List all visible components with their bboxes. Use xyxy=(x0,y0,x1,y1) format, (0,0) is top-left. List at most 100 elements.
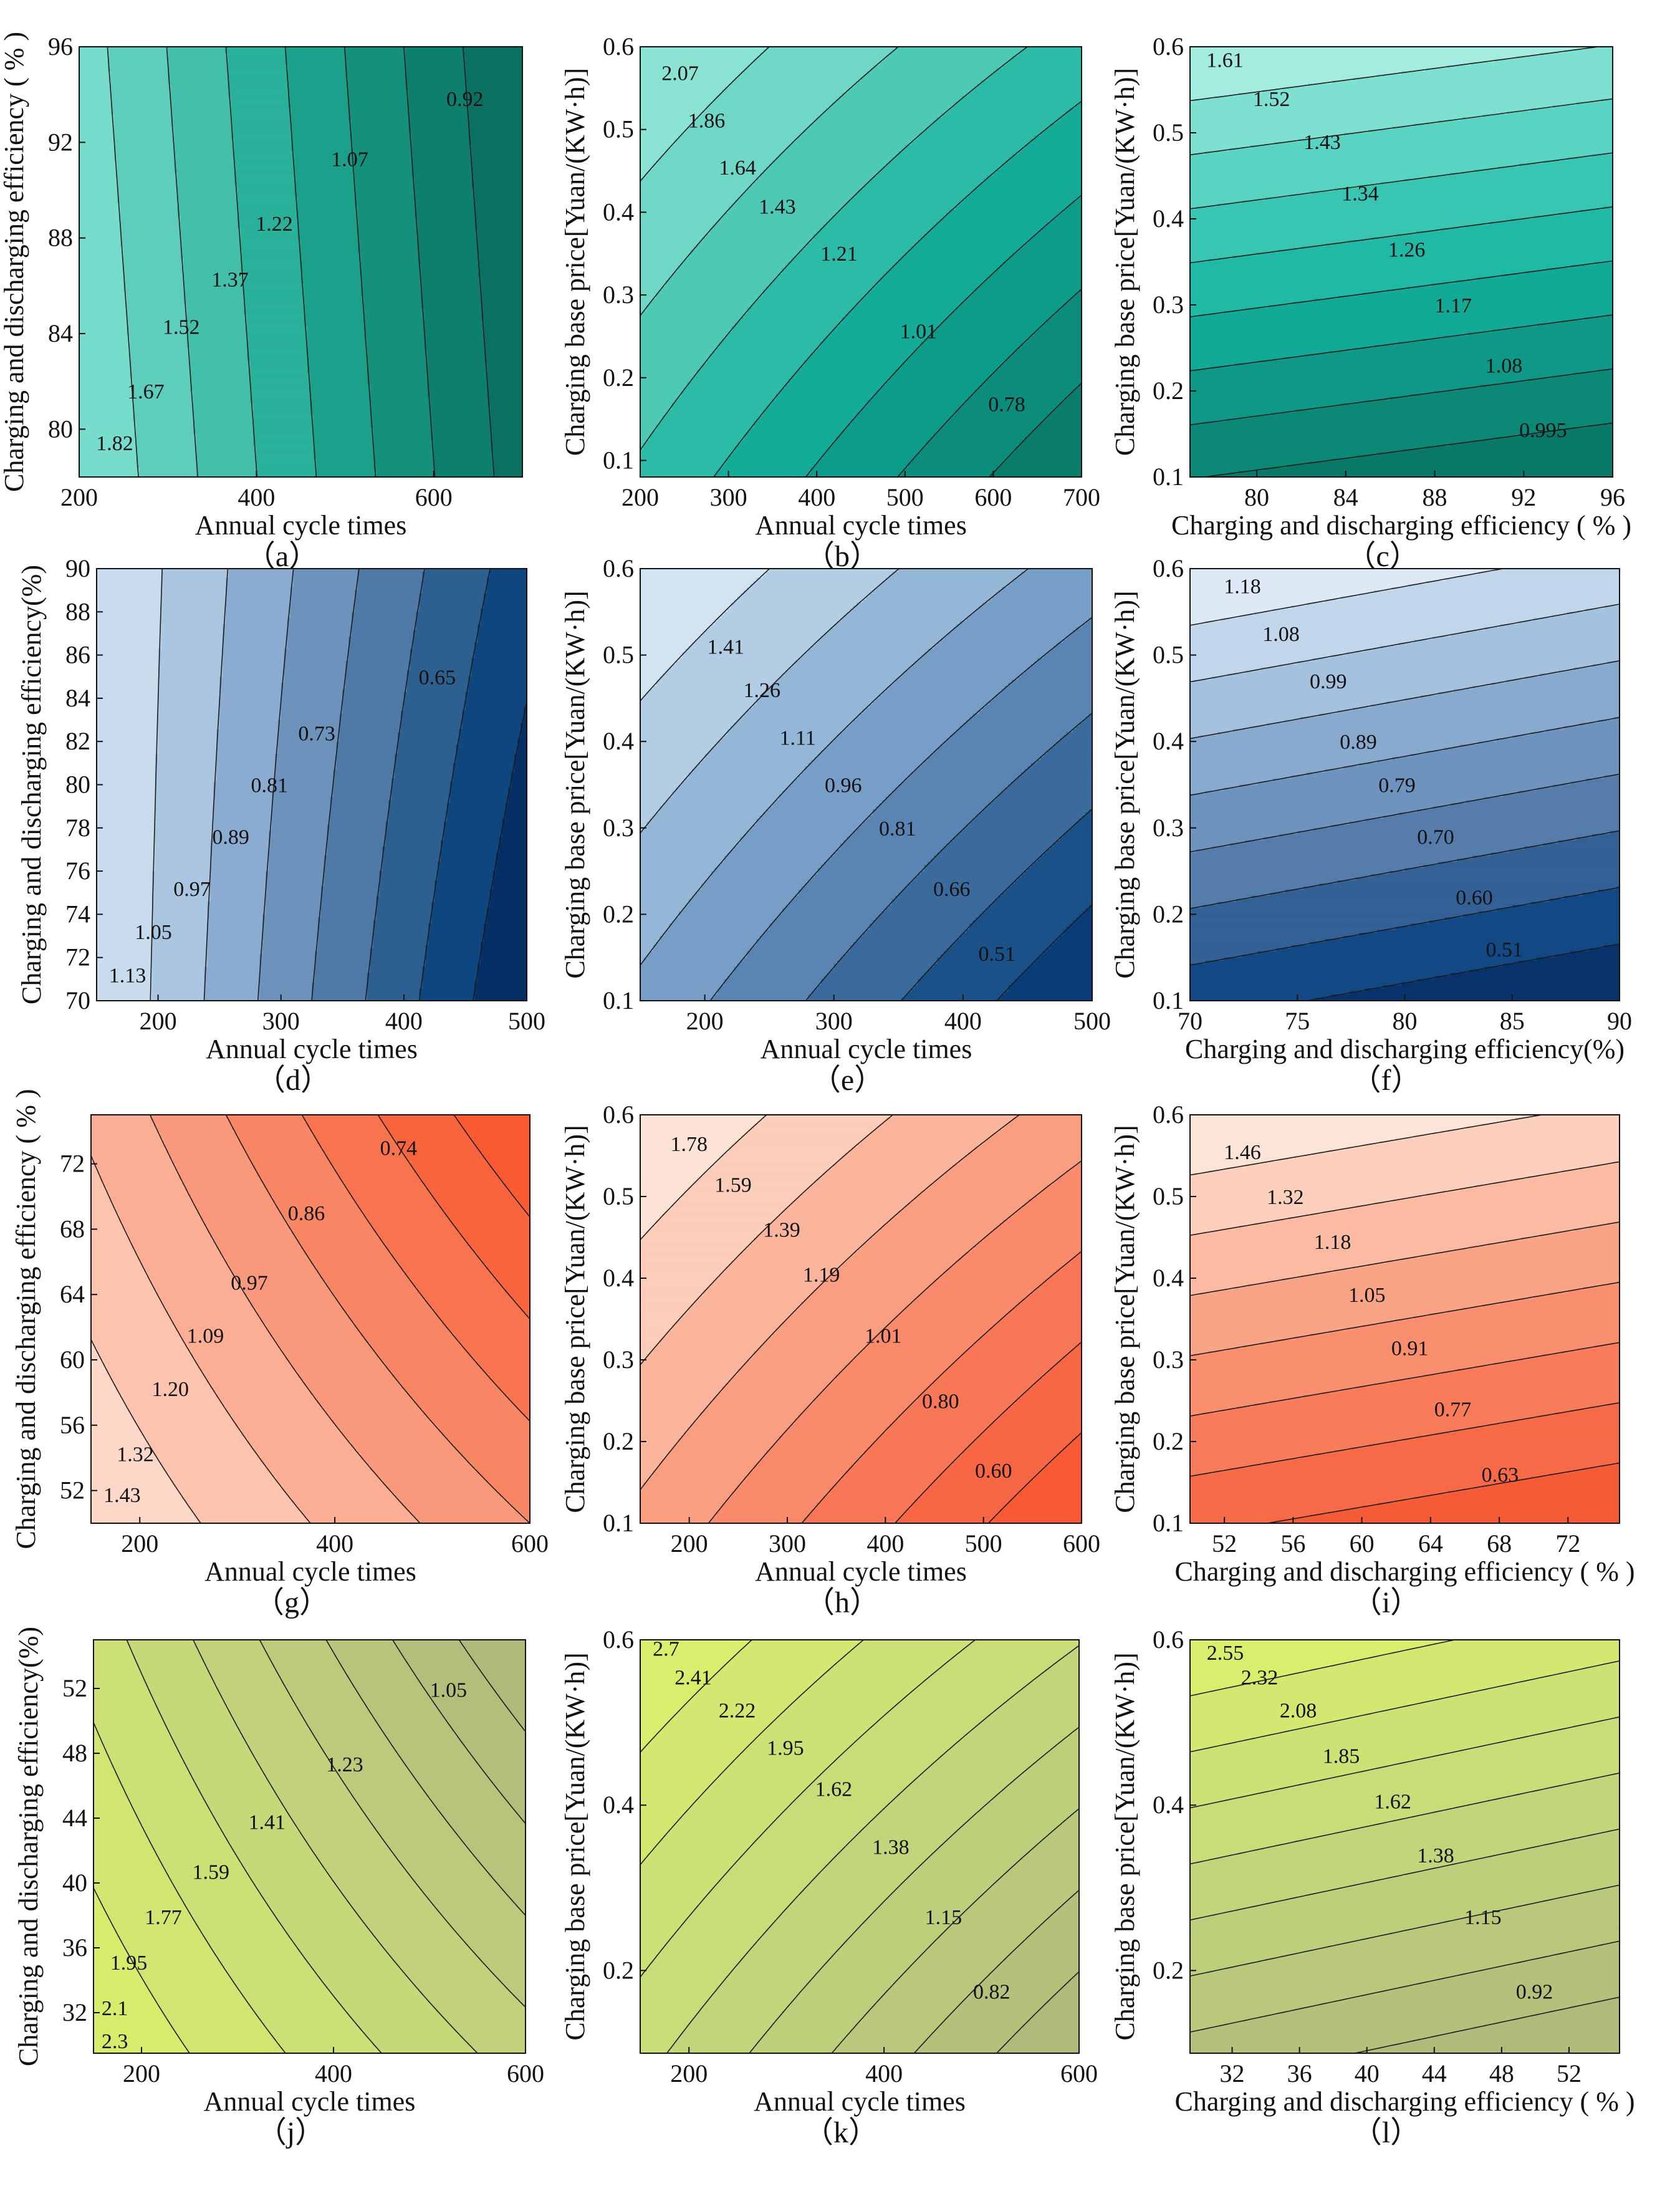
x-axis-title: Annual cycle times xyxy=(761,1034,972,1064)
contour-lines xyxy=(1190,1640,1620,2053)
y-tick-label: 32 xyxy=(62,1998,87,2026)
x-tick-label: 85 xyxy=(1500,1007,1525,1035)
contour-label: 0.995 xyxy=(1519,419,1567,442)
contour-line xyxy=(403,47,436,477)
contour-label: 1.13 xyxy=(109,964,146,987)
y-tick-label: 70 xyxy=(65,986,90,1014)
contour-label: 1.09 xyxy=(187,1325,224,1348)
y-tick-label: 52 xyxy=(60,1476,85,1505)
contour-line xyxy=(377,1115,530,1320)
contour-line xyxy=(640,1115,1020,1490)
y-tick-label: 36 xyxy=(62,1933,87,1962)
contour-label: 1.05 xyxy=(430,1679,468,1702)
contour-label: 0.96 xyxy=(825,774,862,797)
contour-label: 1.32 xyxy=(117,1443,154,1466)
contour-label: 1.11 xyxy=(780,726,816,749)
x-tick-label: 96 xyxy=(1600,483,1625,511)
x-tick-label: 75 xyxy=(1285,1007,1310,1035)
contour-label: 0.66 xyxy=(933,878,971,901)
x-tick-label: 80 xyxy=(1244,483,1269,511)
contour-line xyxy=(1190,1884,1620,1977)
contour-line xyxy=(463,47,495,477)
contour-label: 0.91 xyxy=(1391,1337,1429,1360)
contour-line xyxy=(1190,1342,1620,1417)
x-tick-label: 48 xyxy=(1489,2059,1514,2087)
x-axis-title: Annual cycle times xyxy=(755,1556,967,1587)
contour-line xyxy=(1190,314,1613,372)
contour-label: 1.77 xyxy=(145,1906,182,1929)
contour-label: 1.46 xyxy=(1224,1141,1261,1164)
x-tick-label: 400 xyxy=(866,1529,904,1558)
plot-frame xyxy=(1189,46,1613,478)
x-axis-title: Annual cycle times xyxy=(204,2086,416,2117)
y-tick-label: 0.2 xyxy=(603,1427,634,1455)
contour-line xyxy=(713,100,1082,477)
contour-label: 0.97 xyxy=(173,878,211,901)
contour-label: 1.95 xyxy=(767,1736,804,1760)
panel-h: 1.78 1.59 1.391.19 1.01 0.80 0.60 200 300 400 500… xyxy=(560,1100,1100,1619)
x-axis-title: Charging and discharging efficiency ( % … xyxy=(1171,510,1631,541)
plot-frame xyxy=(1189,1639,1620,2054)
contour-label: 1.52 xyxy=(1253,88,1290,111)
contour-line xyxy=(1190,1772,1620,1865)
contour-line xyxy=(1190,98,1613,156)
x-tick-label: 600 xyxy=(511,1529,549,1558)
y-tick-label: 78 xyxy=(65,814,90,842)
contour-label: 1.41 xyxy=(249,1811,286,1834)
contour-label: 1.18 xyxy=(1224,575,1261,599)
x-tick-label: 88 xyxy=(1423,483,1447,511)
panel-label: （a） xyxy=(246,540,319,573)
panel-label: （b） xyxy=(805,540,880,573)
y-tick-label: 0.6 xyxy=(603,1625,634,1654)
y-tick-label: 0.2 xyxy=(1153,1956,1184,1984)
contour-label: 2.3 xyxy=(102,2030,128,2053)
x-tick-label: 400 xyxy=(238,483,275,511)
contour-label: 0.80 xyxy=(922,1390,959,1413)
x-tick-label: 200 xyxy=(686,1007,724,1035)
y-tick-label: 0.5 xyxy=(603,1182,634,1210)
contour-label: 1.43 xyxy=(759,195,796,218)
plot-frame xyxy=(640,568,1093,1001)
x-tick-label: 52 xyxy=(1212,1529,1237,1558)
contour-lines xyxy=(1190,47,1613,477)
contour-line xyxy=(1190,1281,1620,1357)
filled-bands xyxy=(91,1115,530,1523)
x-tick-label: 500 xyxy=(508,1007,545,1035)
x-tick-label: 400 xyxy=(385,1007,423,1035)
contour-label: 2.07 xyxy=(661,62,699,85)
contour-label: 0.65 xyxy=(419,666,456,689)
contour-label: 1.32 xyxy=(1267,1186,1304,1209)
panel-label: （d） xyxy=(256,1064,330,1097)
panel-k: 2.7 2.41 2.22 1.95 1.62 1.38 1.15 0.82 200 400 600… xyxy=(560,1625,1098,2149)
contour-line xyxy=(301,1115,530,1422)
y-tick-label: 0.2 xyxy=(1153,377,1184,405)
contour-line xyxy=(640,569,1029,966)
y-axis-title: Charging and discharging efficiency(%) xyxy=(16,565,47,1004)
x-tick-label: 400 xyxy=(316,1529,353,1558)
y-tick-label: 0.1 xyxy=(1153,986,1184,1014)
contour-label: 0.92 xyxy=(446,88,484,111)
contour-label: 1.64 xyxy=(719,156,756,180)
contour-line xyxy=(640,1640,752,1753)
panel-d: 1.13 1.050.97 0.89 0.81 0.73 0.65 200 300 400 500… xyxy=(16,554,545,1097)
contour-label: 1.22 xyxy=(256,213,293,236)
x-tick-label: 500 xyxy=(1073,1007,1111,1035)
y-tick-label: 0.4 xyxy=(603,1264,634,1292)
contour-line xyxy=(749,1726,1079,2053)
contour-line xyxy=(1190,569,1504,626)
y-axis-title: Charging base price[Yuan/(KW·h)] xyxy=(560,1652,590,2040)
x-tick-label: 200 xyxy=(671,1529,708,1558)
contour-line xyxy=(91,1155,311,1523)
contour-line xyxy=(1190,1640,1455,1697)
y-tick-label: 0.3 xyxy=(1153,1346,1184,1374)
y-tick-label: 72 xyxy=(65,943,90,971)
y-tick-label: 0.4 xyxy=(1153,1264,1184,1292)
contour-label: 1.07 xyxy=(331,148,368,171)
filled-bands xyxy=(1190,569,1620,1001)
contour-label: 1.01 xyxy=(865,1325,902,1348)
x-tick-label: 500 xyxy=(965,1529,1002,1558)
panel-f: 1.18 1.08 0.99 0.890.79 0.70 0.60 0.51 70 75 80 85… xyxy=(1110,554,1632,1097)
contour-label: 1.21 xyxy=(820,243,858,266)
filled-bands xyxy=(1190,1115,1620,1523)
x-tick-label: 36 xyxy=(1287,2059,1312,2087)
